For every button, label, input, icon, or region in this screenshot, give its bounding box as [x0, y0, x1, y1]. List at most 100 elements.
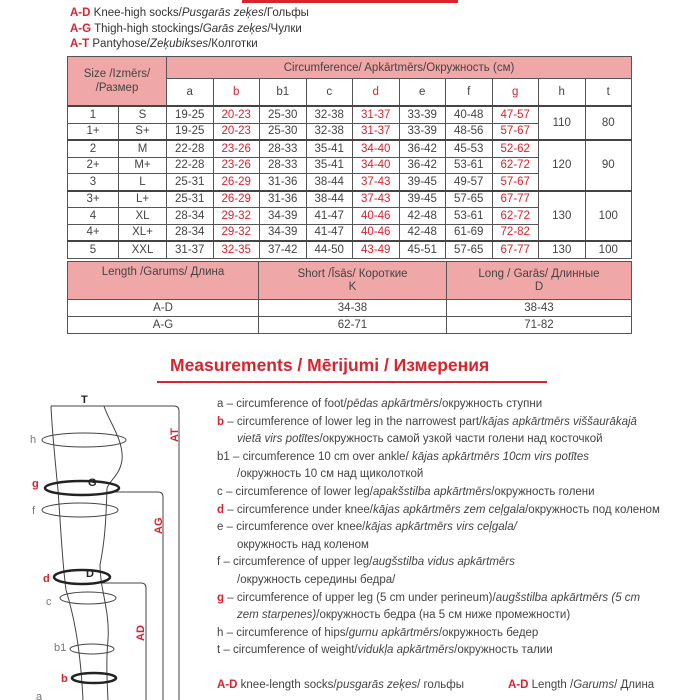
value-b: 20-23	[212, 122, 260, 141]
value-d: 37-43	[352, 173, 400, 191]
value-f: 49-57	[445, 173, 493, 191]
column-header-e: e	[398, 78, 446, 107]
value-b: 29-32	[212, 207, 260, 225]
value-e: 39-45	[398, 173, 446, 191]
measurement-russian: /окружность самой узкой части голени над…	[319, 433, 603, 446]
value-b: 23-26	[212, 156, 260, 174]
value-b: 26-29	[212, 173, 260, 191]
value-b1: 28-33	[259, 139, 307, 158]
value-b: 20-23	[212, 105, 260, 124]
label-h: h	[30, 434, 36, 446]
measurement-code: g	[217, 591, 225, 604]
measurement-line: a – circumference of foot/pēdas apkārtmē…	[217, 398, 542, 410]
title-underline	[157, 381, 547, 383]
label-ag: AG	[153, 518, 165, 535]
size-number: 2+	[67, 156, 119, 174]
size-letter: L+	[118, 189, 167, 208]
measurement-line: окружность над коленом	[237, 539, 369, 551]
size-number: 4+	[67, 223, 119, 242]
value-c: 41-47	[305, 207, 353, 225]
size-letter: M+	[118, 156, 167, 174]
at-bracket	[51, 405, 180, 700]
size-letter: XL+	[118, 223, 167, 242]
measurement-latvian: pēdas apkārtmērs	[346, 398, 439, 410]
value-g: 67-77	[491, 240, 539, 259]
value-c: 35-41	[305, 156, 353, 174]
measurement-line: b1 – circumference 10 cm over ankle/ kāj…	[217, 451, 589, 463]
value-a: 19-25	[166, 122, 214, 141]
value-g: 67-77	[491, 189, 539, 208]
measurement-russian: /окружность под коленом	[525, 503, 660, 516]
ring-b1	[69, 643, 115, 655]
size-number: 3	[67, 173, 119, 191]
size-row: 3+ L+ 25-31 26-29 31-36 38-44 37-43 39-45 57-65 6…	[67, 189, 633, 242]
ring-d	[52, 568, 112, 586]
measurement-latvian: gurnu apkārtmērs	[348, 626, 439, 639]
measurement-line: h – circumference of hips/gurnu apkārtmē…	[217, 627, 538, 639]
value-f: 53-61	[445, 156, 493, 174]
size-number: 5	[67, 240, 119, 259]
size-row: 2+ M+ 22-28 23-26 28-33 35-41 34-40 36-42 53-61 6…	[67, 156, 632, 174]
value-a: 25-31	[166, 173, 214, 191]
measurement-code: h	[217, 626, 224, 639]
value-b: 29-32	[212, 223, 260, 242]
measurement-code: a	[217, 398, 224, 410]
measurement-text: – circumference under knee/	[224, 503, 373, 516]
size-row: 1+ S+ 19-25 20-23 25-30 32-38 31-37 33-39 48-56 5…	[67, 122, 632, 141]
value-e: 33-39	[398, 122, 446, 141]
label-b1: b1	[54, 642, 66, 654]
value-e: 33-39	[398, 105, 446, 124]
measurement-latvian: vidukļa apkārtmērs	[357, 644, 455, 657]
column-header-f: f	[445, 78, 493, 107]
measurement-latvian: zem starpenes)	[237, 609, 317, 622]
value-d: 40-46	[352, 207, 400, 225]
value-b1: 31-36	[259, 173, 307, 191]
value-c: 44-50	[305, 240, 353, 259]
value-h: 130	[538, 240, 586, 259]
measurement-line: t – circumference of weight/vidukļa apkā…	[217, 644, 553, 656]
measurement-text: – circumference of foot/	[223, 398, 347, 410]
measurement-text: – circumference 10 cm over ankle/	[229, 450, 412, 463]
label-t-top: T	[81, 394, 88, 406]
value-g: 72-82	[491, 223, 539, 242]
value-e: 36-42	[398, 156, 446, 174]
value-g: 62-72	[491, 207, 539, 225]
value-a: 28-34	[166, 223, 214, 242]
label-g-point: G	[88, 477, 97, 489]
label-f: f	[32, 505, 36, 517]
length-cell: A-G	[67, 316, 259, 334]
value-a: 22-28	[166, 139, 214, 158]
label-ad: AD	[135, 625, 147, 641]
size-number: 2	[67, 139, 119, 158]
measurement-text: – circumference of hips/	[223, 626, 349, 639]
length-cell: A-D	[67, 299, 259, 317]
value-f: 57-65	[445, 189, 493, 208]
ring-g	[43, 479, 121, 497]
measurement-text: – circumference of weight/	[220, 644, 358, 657]
measurement-line: vietā virs potītes/окружность самой узко…	[237, 433, 603, 445]
value-t: 100	[584, 189, 633, 242]
length-row: A-D 34-38 38-43	[67, 299, 632, 317]
label-at: AT	[169, 428, 181, 442]
size-number: 3+	[67, 189, 119, 208]
length-cell: 34-38	[258, 299, 447, 317]
value-d: 34-40	[352, 156, 400, 174]
value-f: 48-56	[445, 122, 493, 141]
label-g: g	[32, 478, 39, 490]
measurement-line: zem starpenes)/окружность бедра (на 5 см…	[237, 609, 570, 621]
measurement-text: – circumference of upper leg/	[220, 556, 373, 569]
size-letter: XL	[118, 207, 167, 225]
size-header: Size /Izmērs/ /Размер	[67, 56, 167, 107]
measurements-title: Measurements / Mērijumi / Измерения	[170, 355, 490, 375]
size-table: Size /Izmērs/ /Размер Circumference/ Apk…	[67, 56, 633, 259]
measurement-latvian: kājas apkārtmērs viššaurākajā	[482, 415, 637, 428]
value-e: 42-48	[398, 207, 446, 225]
measurement-code: t	[217, 644, 221, 657]
measurement-russian: /окружность голени	[491, 486, 595, 498]
circumference-header: Circumference/ Apkārtmērs/Окружность (см…	[165, 56, 633, 79]
length-header: Length /Garums/ Длина	[67, 261, 259, 300]
leg-diagram: h f c b1 a g d b AT AG AD T G D	[30, 394, 181, 700]
size-letter: L	[118, 173, 167, 191]
measurement-russian: /окружность бедра (на 5 см ниже промежно…	[316, 609, 571, 622]
